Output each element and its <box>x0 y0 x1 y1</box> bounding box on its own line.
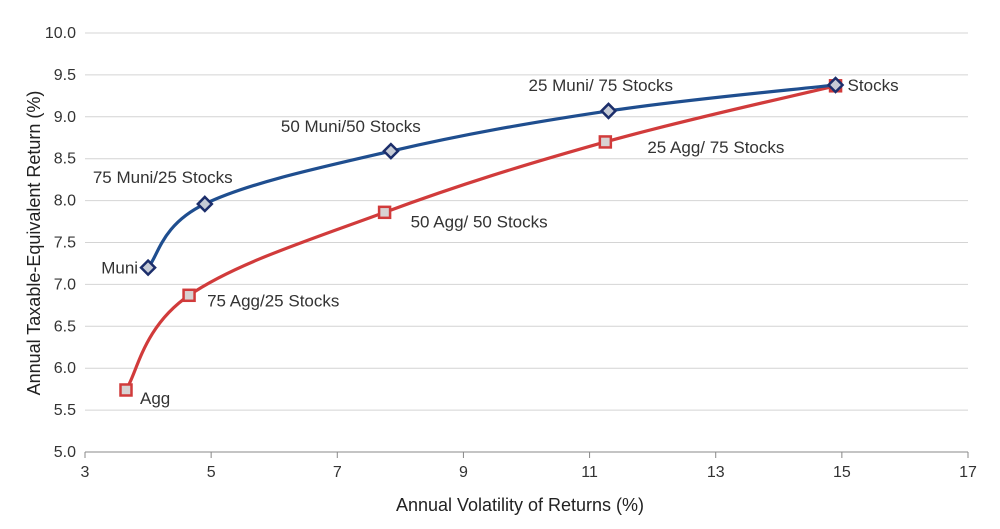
data-point-diamond <box>196 195 214 213</box>
x-tick-label: 15 <box>833 464 851 481</box>
data-label: Stocks <box>848 76 899 95</box>
x-tick-label: 9 <box>459 464 468 481</box>
y-tick-label: 6.0 <box>54 360 76 377</box>
y-tick-label: 5.5 <box>54 402 76 419</box>
data-label: 75 Agg/25 Stocks <box>207 291 339 310</box>
y-tick-label: 8.5 <box>54 151 76 168</box>
axes: 5.0 5.5 6.0 6.5 7.0 7.5 8.0 8.5 9.0 9.5 10.0 3 5 7 9 11… <box>45 25 977 481</box>
series-line <box>124 84 838 392</box>
data-label: 25 Muni/ 75 Stocks <box>528 76 673 95</box>
y-tick-label: 7.0 <box>54 276 76 293</box>
x-axis-title: Annual Volatility of Returns (%) <box>396 495 644 515</box>
x-tick-label: 13 <box>707 464 725 481</box>
series-markers <box>119 76 845 397</box>
x-tick-label: 17 <box>959 464 977 481</box>
data-point-diamond <box>826 76 845 94</box>
data-label: Agg <box>140 389 170 408</box>
data-label: 75 Muni/25 Stocks <box>93 168 233 187</box>
y-tick-label: 7.5 <box>54 235 76 252</box>
y-tick-label: 8.0 <box>54 193 76 210</box>
data-point-square <box>119 383 133 397</box>
y-tick-label: 6.5 <box>54 318 76 335</box>
data-point-diamond <box>599 102 618 120</box>
y-tick-label: 9.0 <box>54 109 76 126</box>
x-tick-label: 3 <box>81 464 90 481</box>
series-line <box>146 83 838 270</box>
gridlines <box>85 32 968 411</box>
x-tick-label: 11 <box>581 464 598 481</box>
y-axis-title: Annual Taxable-Equivalent Return (%) <box>24 91 44 396</box>
data-point-square <box>598 135 613 149</box>
y-tick-label: 10.0 <box>45 25 76 42</box>
x-tick-label: 5 <box>207 464 216 481</box>
data-label: 50 Agg/ 50 Stocks <box>411 212 548 231</box>
y-tick-label: 9.5 <box>54 67 76 84</box>
data-point-square <box>182 288 196 303</box>
data-label: 50 Muni/50 Stocks <box>281 117 421 136</box>
x-tick-label: 7 <box>333 464 342 481</box>
data-point-square <box>377 205 392 220</box>
data-label: 25 Agg/ 75 Stocks <box>647 138 784 157</box>
y-tick-label: 5.0 <box>54 444 76 461</box>
data-point-diamond <box>382 142 400 160</box>
data-label: Muni <box>101 259 138 278</box>
data-point-diamond <box>139 258 157 277</box>
point-labels: Agg 75 Agg/25 Stocks 50 Agg/ 50 Stocks 25 A… <box>93 76 899 408</box>
series-lines <box>124 83 838 392</box>
